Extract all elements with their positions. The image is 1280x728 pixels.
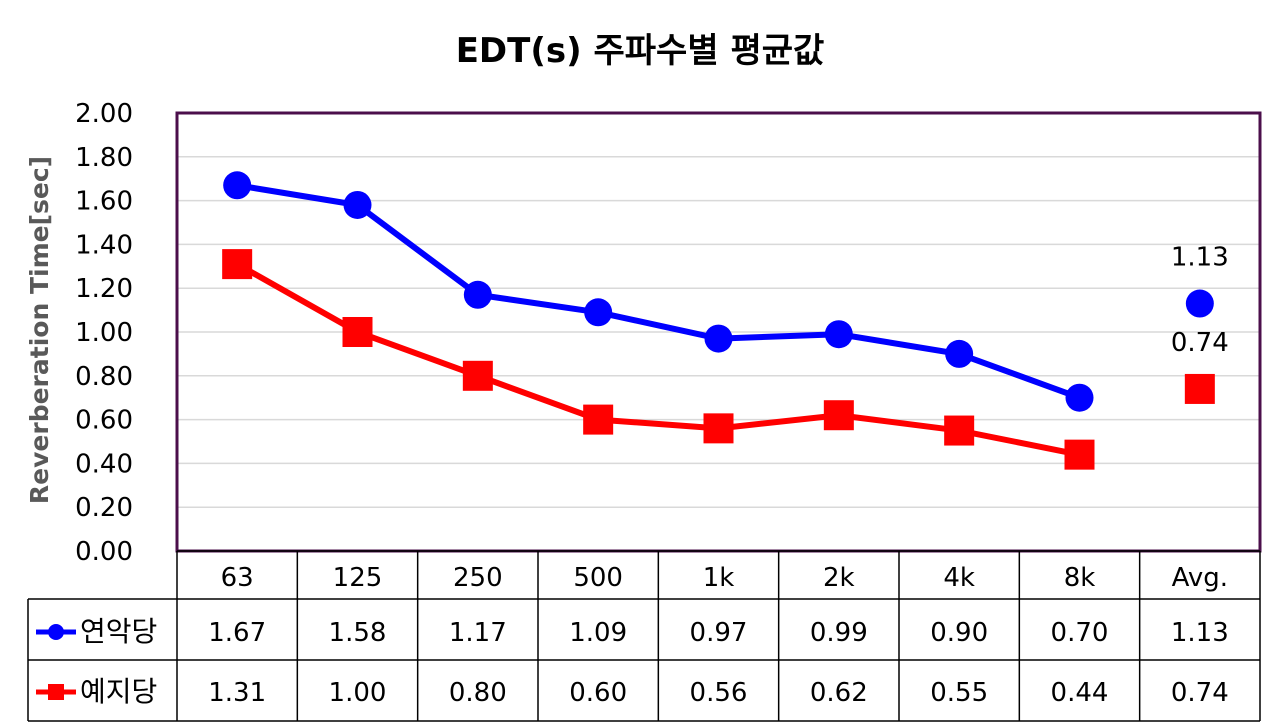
x-tick-label: 4k: [943, 563, 975, 593]
y-tick-label: 1.80: [75, 143, 133, 173]
table-cell-value: 0.99: [810, 618, 868, 648]
legend-key-marker: [48, 684, 64, 700]
x-tick-label: 2k: [823, 563, 855, 593]
y-axis-title: Reverberation Time[sec]: [25, 156, 54, 504]
y-tick-label: 1.40: [75, 230, 133, 260]
x-tick-label: 250: [453, 563, 503, 593]
table-cell-value: 1.00: [329, 678, 387, 708]
y-tick-label: 0.80: [75, 362, 133, 392]
data-point: [1184, 373, 1215, 404]
data-point: [462, 360, 493, 391]
table-cell-value: 0.90: [930, 618, 988, 648]
legend-label: 예지당: [80, 675, 157, 708]
data-point: [703, 413, 734, 444]
data-point: [342, 317, 373, 347]
table-cell-value: 0.55: [930, 678, 988, 708]
avg-data-label: 0.74: [1171, 328, 1229, 358]
x-tick-label: Avg.: [1172, 563, 1228, 593]
table-cell-value: 0.44: [1051, 678, 1109, 708]
data-point: [463, 280, 492, 309]
table-cell-value: 0.56: [690, 678, 748, 708]
legend-key-marker: [48, 624, 64, 640]
chart-title: EDT(s) 주파수별 평균값: [456, 31, 825, 71]
data-labels: 1.13 0.74: [1171, 243, 1229, 358]
table-cell-value: 1.67: [208, 618, 266, 648]
legend-label: 연악당: [80, 615, 157, 648]
data-point: [1065, 383, 1094, 412]
table-cell-value: 1.58: [329, 618, 387, 648]
x-tick-label: 1k: [703, 563, 735, 593]
avg-data-label: 1.13: [1171, 243, 1229, 273]
data-point: [824, 320, 853, 349]
data-point: [704, 324, 733, 353]
y-tick-label: 1.00: [75, 318, 133, 348]
data-point: [583, 404, 614, 435]
table-cell-value: 1.13: [1171, 618, 1229, 648]
table-cell-value: 0.97: [690, 618, 748, 648]
series-line: [236, 182, 1081, 401]
y-tick-label: 0.00: [75, 537, 133, 567]
table-cell-value: 1.17: [449, 618, 507, 648]
data-point: [223, 171, 252, 200]
series-line: [235, 261, 1081, 458]
data-point: [222, 249, 253, 280]
data-table: 63 125 250 500 1k 2k 4k 8k Avg. 연악당 1.67 1.58 1.17 1.…: [27, 550, 1261, 722]
data-point: [1185, 289, 1214, 318]
data-point: [1064, 439, 1095, 470]
x-tick-label: 125: [333, 563, 383, 593]
data-point: [823, 400, 854, 431]
y-tick-label: 0.40: [75, 449, 133, 479]
y-tick-label: 0.60: [75, 406, 133, 436]
y-tick-label: 1.60: [75, 187, 133, 217]
table-cell-value: 0.60: [569, 678, 627, 708]
table-cell-value: 0.74: [1171, 678, 1229, 708]
series-layer: [222, 171, 1215, 470]
data-point: [343, 190, 372, 219]
y-tick-label: 0.20: [75, 493, 133, 523]
table-cell-value: 0.70: [1051, 618, 1109, 648]
y-tick-label: 1.20: [75, 274, 133, 304]
data-point: [945, 339, 974, 368]
data-point: [944, 415, 975, 446]
table-cell-value: 1.09: [569, 618, 627, 648]
table-cell-value: 1.31: [208, 678, 266, 708]
table-cell-value: 0.62: [810, 678, 868, 708]
data-point: [584, 298, 613, 327]
table-cell-value: 0.80: [449, 678, 507, 708]
x-tick-label: 500: [573, 563, 623, 593]
x-tick-label: 63: [221, 563, 254, 593]
y-tick-label: 2.00: [75, 99, 133, 129]
y-tick-labels: 0.00 0.20 0.40 0.60 0.80 1.00 1.20 1.40 1.60 1.80…: [75, 99, 133, 567]
x-tick-label: 8k: [1064, 563, 1096, 593]
